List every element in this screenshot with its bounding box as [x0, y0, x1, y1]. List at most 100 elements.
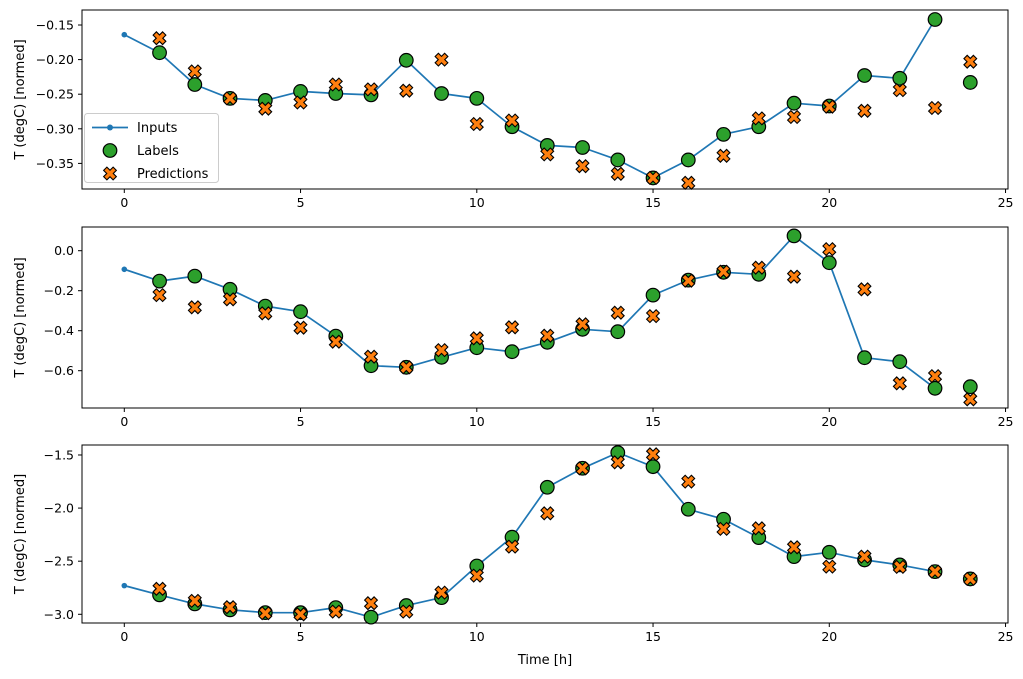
prediction-point: [469, 331, 484, 346]
prediction-point: [927, 368, 943, 384]
x-tick-label: 0: [120, 414, 128, 429]
prediction-point: [927, 564, 943, 579]
x-tick-label: 5: [297, 414, 305, 429]
prediction-point: [892, 82, 907, 98]
prediction-point: [152, 31, 167, 46]
y-tick-label: −2.5: [44, 554, 74, 569]
legend-x-sample: [102, 166, 118, 181]
prediction-point: [504, 539, 520, 554]
prediction-point: [857, 549, 872, 564]
label-point: [539, 479, 555, 495]
prediction-point: [751, 111, 766, 126]
y-axis-label: T (degC) [normed]: [13, 474, 28, 595]
prediction-point: [716, 521, 731, 537]
x-tick-label: 10: [469, 629, 485, 644]
prediction-point: [328, 604, 343, 619]
label-point: [293, 304, 308, 320]
prediction-point: [822, 241, 837, 257]
prediction-point: [258, 306, 273, 321]
label-point: [821, 255, 837, 271]
legend-box: [84, 113, 219, 183]
prediction-point: [469, 116, 484, 132]
legend-label: Predictions: [137, 167, 209, 182]
x-tick-label: 5: [297, 195, 305, 210]
prediction-point: [399, 360, 414, 375]
prediction-point: [399, 604, 414, 619]
prediction-point: [645, 170, 661, 186]
x-tick-label: 25: [998, 629, 1014, 644]
label-point: [892, 354, 908, 370]
x-tick-label: 15: [645, 629, 661, 644]
y-tick-label: −0.20: [36, 52, 74, 67]
prediction-point: [363, 349, 379, 364]
legend-entry-inputs: Inputs: [92, 121, 178, 136]
x-tick-label: 20: [821, 414, 837, 429]
prediction-point: [716, 264, 731, 279]
prediction-point: [363, 596, 379, 611]
subplot-bottom: 0 5 10 15 20 25 −1.5 −2.0 −2.5 −3.0 T (degC) [norm…: [13, 444, 1014, 644]
y-tick-label: −0.6: [44, 363, 74, 378]
label-point: [187, 77, 203, 92]
x-tick-label: 10: [469, 195, 485, 210]
prediction-point: [610, 166, 625, 181]
y-tick-label: −0.25: [36, 87, 74, 102]
label-point: [716, 126, 731, 142]
x-tick-label: 25: [998, 195, 1014, 210]
prediction-point: [540, 328, 555, 343]
prediction-point: [610, 455, 625, 470]
x-tick-label: 15: [645, 414, 661, 429]
prediction-point: [187, 593, 202, 609]
prediction-point: [681, 273, 696, 288]
x-tick-label: 15: [645, 195, 661, 210]
y-tick-label: 0.0: [54, 243, 74, 258]
inputs-point: [121, 582, 128, 589]
prediction-point: [363, 82, 379, 97]
prediction-point: [575, 317, 590, 332]
prediction-point: [822, 99, 837, 114]
prediction-point: [293, 95, 308, 110]
prediction-point: [963, 392, 978, 407]
y-axis-label: T (degC) [normed]: [13, 257, 28, 378]
prediction-point: [857, 282, 872, 297]
legend-circle-sample: [102, 143, 118, 158]
prediction-point: [786, 269, 802, 284]
label-point: [927, 12, 943, 27]
prediction-point: [328, 334, 343, 349]
axes-frame: [81, 226, 1009, 409]
label-point: [610, 152, 626, 168]
prediction-point: [293, 607, 308, 622]
legend-entry-labels: Labels: [102, 143, 179, 159]
label-point: [293, 84, 308, 99]
y-tick-label: −2.0: [44, 501, 74, 516]
label-point: [892, 70, 908, 86]
label-point: [575, 140, 590, 155]
prediction-point: [222, 292, 238, 307]
legend-dot-sample: [107, 124, 113, 131]
label-point: [680, 152, 696, 168]
label-point: [645, 287, 661, 303]
prediction-point: [222, 600, 238, 615]
y-tick-label: −3.0: [44, 607, 74, 622]
subplot-middle: 0 5 10 15 20 25 0.0 −0.2 −0.4 −0.6 T (degC) [norme…: [13, 226, 1013, 429]
prediction-point: [892, 376, 907, 391]
label-point: [962, 379, 978, 395]
prediction-point: [293, 320, 308, 335]
prediction-point: [751, 521, 766, 536]
prediction-point: [434, 52, 449, 67]
prediction-point: [575, 461, 590, 476]
y-tick-label: −0.35: [36, 156, 74, 171]
prediction-point: [540, 147, 555, 162]
prediction-point: [892, 559, 907, 575]
y-axis-label: T (degC) [normed]: [13, 39, 28, 160]
label-point: [152, 45, 167, 61]
label-point: [363, 609, 379, 625]
label-point: [152, 273, 167, 289]
prediction-point: [751, 260, 766, 275]
label-point: [645, 459, 661, 475]
prediction-point: [258, 101, 273, 116]
prediction-point: [645, 447, 661, 462]
label-point: [962, 75, 978, 90]
label-point: [821, 544, 837, 560]
label-point: [398, 52, 414, 68]
prediction-point: [434, 585, 449, 600]
